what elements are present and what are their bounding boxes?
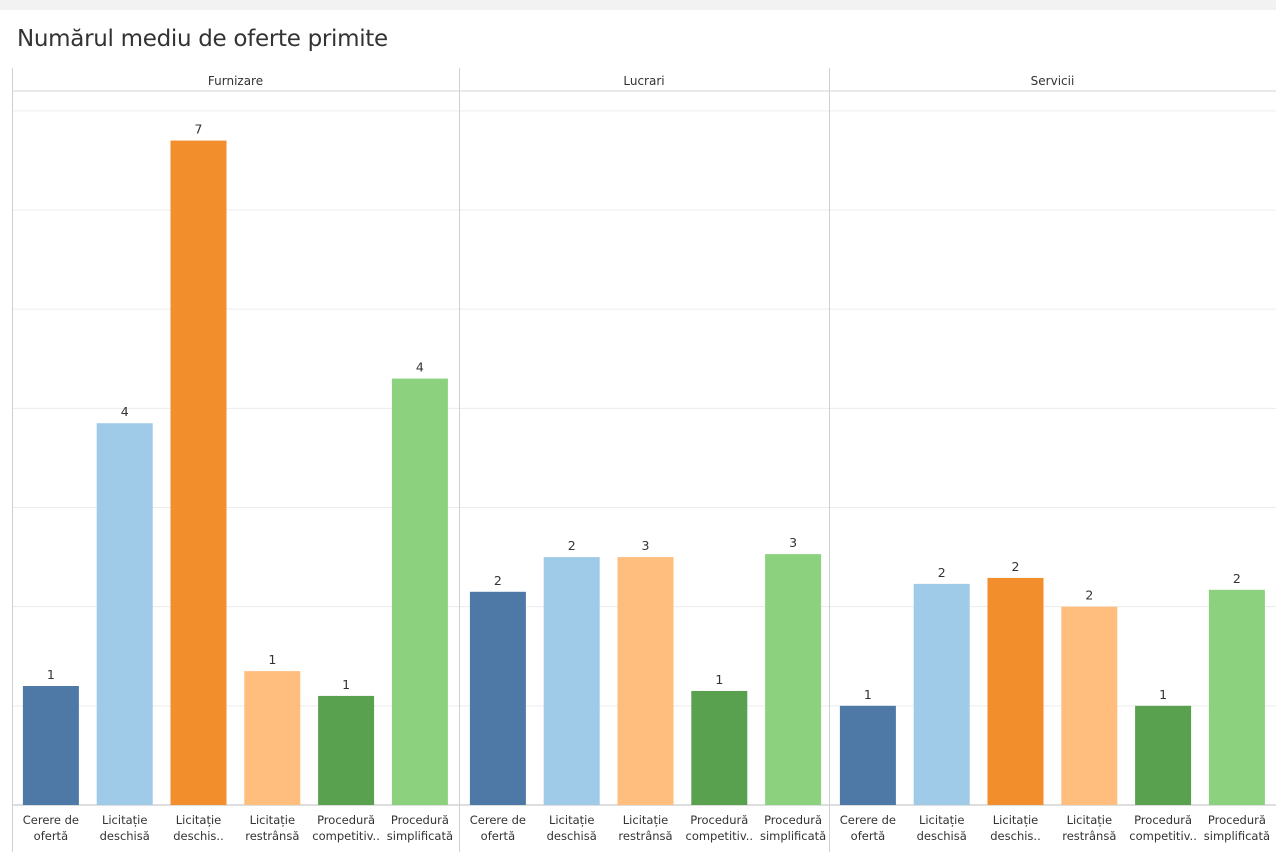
x-tick-label-line: Cerere de [840,813,896,827]
bar-value-label: 1 [342,677,350,692]
panel-header-furnizare: Furnizare [208,74,263,88]
bar-value-label: 1 [47,667,55,682]
bar [987,577,1044,805]
x-tick-label-line: Procedură [1208,813,1266,827]
x-tick-label: Licitație deschisă [100,813,150,843]
bar [244,671,301,805]
x-tick-label: Licitație restrânsă [245,813,299,843]
bar [22,686,79,805]
panel-header-servicii: Servicii [1031,74,1075,88]
x-tick-label: Licitație deschisă [917,813,967,843]
bar [318,695,375,805]
bar-value-label: 2 [1085,588,1093,603]
bar [469,591,526,805]
x-tick-label-line: competitiv.. [686,829,754,843]
x-tick-label: Licitație deschis.. [173,813,223,843]
bar [1208,589,1265,805]
x-tick-label-line: Licitație [549,813,594,827]
x-tick-label-line: deschisă [547,829,597,843]
bar-value-label: 2 [1012,559,1020,574]
chart-title: Numărul mediu de oferte primite [17,26,388,52]
bar-value-label: 4 [121,404,129,419]
bar [691,690,748,805]
x-tick-label-line: Licitație [250,813,295,827]
bar-value-label: 4 [416,360,424,375]
x-tick-label-line: restrânsă [618,829,672,843]
x-tick-label-line: competitiv.. [312,829,380,843]
bar [617,557,674,805]
bar [96,423,153,805]
x-tick-label: Procedură simplificată [387,813,453,843]
x-tick-label-line: simplificată [387,829,453,843]
bar-value-label: 2 [1233,571,1241,586]
x-tick-label: Licitație deschis.. [990,813,1040,843]
x-tick-label-line: Licitație [919,813,964,827]
x-tick-label-line: deschisă [917,829,967,843]
x-tick-label-line: Licitație [176,813,221,827]
x-tick-label: Cerere de ofertă [470,813,526,843]
bar [170,140,227,806]
x-tick-label-line: deschis.. [990,829,1040,843]
x-tick-label-line: ofertă [851,829,885,843]
x-tick-label: Procedură competitiv.. [312,813,380,843]
x-tick-label-line: Procedură [1134,813,1192,827]
top-toolbar-strip [0,0,1276,10]
x-tick-label: Licitație deschisă [547,813,597,843]
bar [391,378,448,805]
bar-value-label: 3 [789,535,797,550]
panel-header-lucrari: Lucrari [623,74,664,88]
bar [543,557,600,805]
x-tick-label: Procedură simplificată [1204,813,1270,843]
x-tick-label: Procedură simplificată [760,813,826,843]
x-tick-label-line: deschis.. [173,829,223,843]
bar-value-label: 2 [568,538,576,553]
x-tick-label-line: Licitație [102,813,147,827]
x-tick-label-line: Procedură [391,813,449,827]
bar-value-label: 1 [864,687,872,702]
bar-value-label: 1 [715,672,723,687]
x-tick-label: Cerere de ofertă [840,813,896,843]
x-tick-label-line: ofertă [481,829,515,843]
bar-value-label: 1 [268,652,276,667]
x-tick-label: Licitație restrânsă [1062,813,1116,843]
x-tick-label-line: deschisă [100,829,150,843]
x-tick-label-line: restrânsă [1062,829,1116,843]
x-tick-label-line: Licitație [1067,813,1112,827]
x-tick-label: Procedură competitiv.. [686,813,754,843]
x-tick-label: Licitație restrânsă [618,813,672,843]
x-tick-label-line: competitiv.. [1129,829,1197,843]
bar [1061,606,1118,805]
bar-value-label: 2 [494,573,502,588]
bar [1135,705,1192,805]
x-tick-label: Procedură competitiv.. [1129,813,1197,843]
x-tick-label-line: restrânsă [245,829,299,843]
x-tick-label: Cerere de ofertă [23,813,79,843]
x-tick-label-line: Procedură [764,813,822,827]
x-tick-label-line: ofertă [34,829,68,843]
x-tick-label-line: Licitație [993,813,1038,827]
bar-value-label: 3 [642,538,650,553]
bar [839,705,896,805]
x-tick-label-line: Licitație [623,813,668,827]
x-tick-label-line: Cerere de [470,813,526,827]
bar [765,554,822,805]
x-tick-label-line: simplificată [1204,829,1270,843]
bar-value-label: 2 [938,565,946,580]
x-tick-label-line: Procedură [317,813,375,827]
bar-value-label: 7 [195,122,203,137]
x-tick-label-line: Procedură [690,813,748,827]
x-tick-label-line: Cerere de [23,813,79,827]
x-tick-label-line: simplificată [760,829,826,843]
bar-value-label: 1 [1159,687,1167,702]
bar [913,583,970,805]
